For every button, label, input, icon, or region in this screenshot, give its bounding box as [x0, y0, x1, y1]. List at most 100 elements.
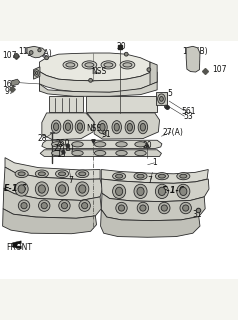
- Ellipse shape: [113, 184, 126, 198]
- Polygon shape: [49, 96, 84, 112]
- Circle shape: [38, 49, 41, 52]
- Polygon shape: [3, 209, 97, 234]
- Text: 162: 162: [2, 80, 16, 89]
- Ellipse shape: [101, 61, 116, 69]
- Text: NSS: NSS: [91, 67, 107, 76]
- Ellipse shape: [158, 174, 165, 178]
- Text: 27(A): 27(A): [162, 128, 183, 137]
- Ellipse shape: [39, 200, 50, 211]
- Ellipse shape: [66, 63, 75, 67]
- Ellipse shape: [82, 61, 97, 69]
- Ellipse shape: [15, 182, 28, 196]
- Ellipse shape: [94, 142, 106, 147]
- Polygon shape: [40, 72, 157, 92]
- Circle shape: [164, 105, 168, 108]
- Ellipse shape: [116, 174, 123, 178]
- Ellipse shape: [180, 174, 187, 178]
- Ellipse shape: [54, 123, 59, 131]
- Ellipse shape: [119, 205, 124, 211]
- Ellipse shape: [79, 200, 90, 211]
- Circle shape: [29, 51, 33, 54]
- Ellipse shape: [15, 170, 28, 178]
- Polygon shape: [156, 92, 167, 105]
- Text: E-1-6: E-1-6: [162, 186, 185, 195]
- Ellipse shape: [100, 124, 105, 131]
- Polygon shape: [13, 241, 21, 249]
- Text: 5: 5: [167, 89, 172, 98]
- Polygon shape: [4, 167, 103, 200]
- Text: 106(B): 106(B): [182, 47, 208, 56]
- Ellipse shape: [63, 120, 73, 133]
- Polygon shape: [27, 46, 45, 58]
- Polygon shape: [40, 150, 161, 156]
- Ellipse shape: [63, 61, 78, 69]
- Text: 20: 20: [142, 140, 152, 149]
- Ellipse shape: [155, 172, 169, 180]
- Text: 106(A): 106(A): [26, 49, 52, 58]
- Ellipse shape: [51, 120, 61, 133]
- Polygon shape: [11, 79, 20, 86]
- Polygon shape: [5, 158, 100, 180]
- Ellipse shape: [120, 61, 135, 69]
- Text: 260: 260: [55, 139, 70, 148]
- Polygon shape: [44, 55, 47, 57]
- Ellipse shape: [116, 187, 123, 196]
- Ellipse shape: [61, 203, 68, 209]
- Ellipse shape: [82, 203, 88, 209]
- Ellipse shape: [72, 150, 83, 156]
- Polygon shape: [40, 82, 157, 96]
- Ellipse shape: [161, 205, 167, 211]
- Ellipse shape: [79, 185, 86, 193]
- Ellipse shape: [137, 174, 144, 178]
- Circle shape: [147, 68, 151, 72]
- Ellipse shape: [85, 63, 94, 67]
- Polygon shape: [101, 179, 209, 202]
- Ellipse shape: [183, 205, 189, 211]
- Ellipse shape: [18, 185, 25, 193]
- Polygon shape: [186, 46, 200, 72]
- Ellipse shape: [158, 94, 165, 104]
- Text: 107: 107: [2, 51, 16, 60]
- Circle shape: [124, 52, 128, 56]
- Ellipse shape: [113, 172, 126, 180]
- Ellipse shape: [116, 142, 127, 147]
- Text: 7: 7: [68, 176, 73, 185]
- Ellipse shape: [76, 170, 89, 178]
- Ellipse shape: [177, 172, 190, 180]
- Text: 53: 53: [184, 112, 193, 121]
- Ellipse shape: [52, 142, 63, 147]
- Ellipse shape: [112, 121, 121, 134]
- Polygon shape: [87, 113, 159, 139]
- Ellipse shape: [59, 172, 66, 176]
- Text: NSS: NSS: [86, 124, 101, 133]
- Ellipse shape: [180, 202, 191, 214]
- Polygon shape: [3, 188, 101, 218]
- Polygon shape: [50, 132, 54, 133]
- Ellipse shape: [177, 184, 190, 198]
- Ellipse shape: [159, 97, 163, 101]
- Ellipse shape: [75, 120, 85, 133]
- Ellipse shape: [127, 124, 132, 131]
- Ellipse shape: [155, 184, 169, 198]
- Text: 107: 107: [212, 65, 227, 74]
- Ellipse shape: [114, 124, 119, 131]
- Text: 7: 7: [148, 176, 153, 185]
- Ellipse shape: [72, 142, 83, 147]
- Polygon shape: [25, 48, 27, 53]
- Polygon shape: [101, 170, 208, 183]
- Ellipse shape: [98, 121, 107, 134]
- Text: 91: 91: [102, 130, 112, 139]
- Ellipse shape: [59, 200, 70, 211]
- Ellipse shape: [76, 182, 89, 196]
- Text: 113: 113: [18, 47, 32, 56]
- Ellipse shape: [123, 63, 132, 67]
- Ellipse shape: [104, 63, 113, 67]
- Ellipse shape: [158, 187, 165, 196]
- Text: 1: 1: [152, 158, 157, 167]
- Ellipse shape: [134, 184, 147, 198]
- Polygon shape: [101, 210, 200, 237]
- Ellipse shape: [18, 172, 25, 176]
- Text: 561: 561: [181, 107, 196, 116]
- Polygon shape: [0, 41, 238, 279]
- Ellipse shape: [94, 150, 106, 156]
